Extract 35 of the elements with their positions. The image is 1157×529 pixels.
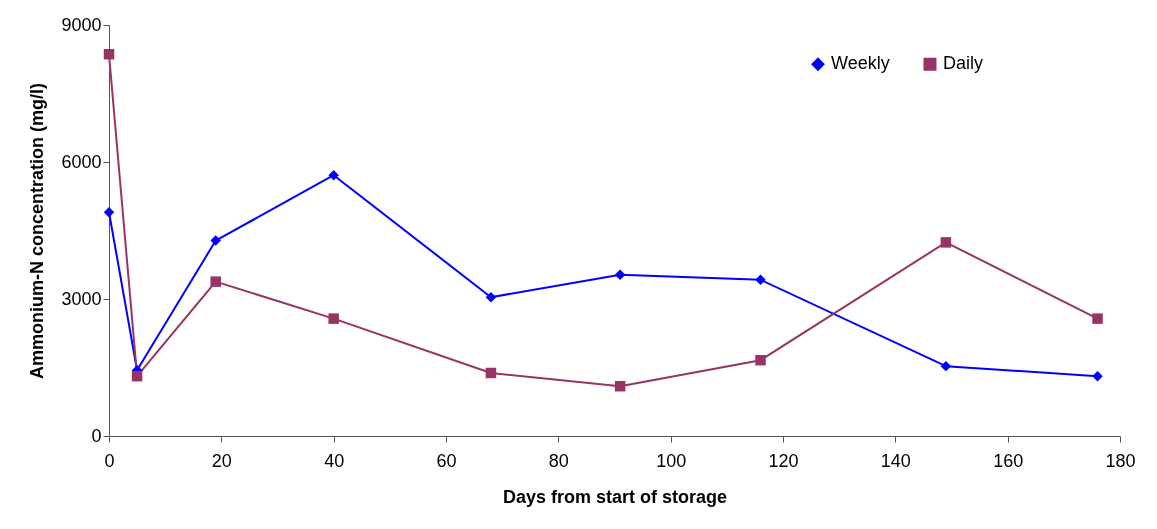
point [210, 235, 221, 246]
point [614, 380, 626, 392]
x-tick-label: 160 [993, 450, 1024, 471]
point [328, 170, 339, 181]
point [755, 274, 766, 286]
point [614, 269, 626, 281]
point [1092, 370, 1103, 382]
y-tick-label: 6000 [61, 151, 102, 172]
legend-label: Daily [943, 53, 984, 74]
point [940, 360, 952, 372]
point [485, 291, 497, 303]
x-tick-label: 180 [1105, 450, 1136, 471]
y-tick-label: 9000 [61, 14, 102, 35]
y-tick-label: 0 [91, 425, 102, 446]
x-tick-label: 20 [211, 450, 232, 471]
x-tick-label: 0 [104, 450, 115, 471]
point [210, 276, 221, 287]
y-tick-label: 3000 [61, 288, 102, 309]
point [1092, 313, 1103, 324]
x-tick-label: 40 [324, 450, 345, 471]
point [103, 48, 115, 60]
point [940, 237, 952, 248]
point [755, 354, 766, 366]
x-tick-label: 140 [880, 450, 911, 471]
point [485, 367, 497, 379]
x-tick-label: 80 [548, 450, 569, 471]
x-tick-label: 60 [436, 450, 457, 471]
x-tick-label: 120 [768, 450, 799, 471]
x-tick-label: 100 [656, 450, 687, 471]
legend-label: Weekly [831, 53, 890, 74]
point [131, 370, 143, 382]
y-axis-title: Ammonium-N concentration (mg/l) [27, 83, 48, 379]
point [103, 206, 115, 218]
x-axis-title: Days from start of storage [502, 486, 728, 507]
point [328, 313, 339, 324]
